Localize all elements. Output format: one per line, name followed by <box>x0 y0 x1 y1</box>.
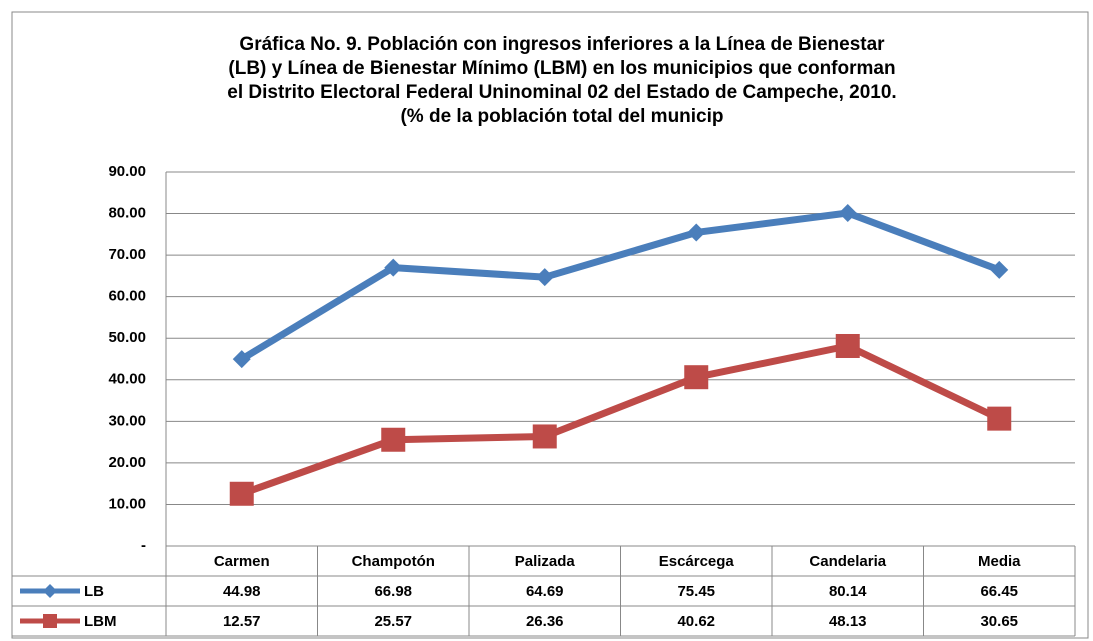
x-tick-label: Palizada <box>515 553 576 570</box>
marker <box>838 203 857 222</box>
chart-title: Gráfica No. 9. Población con ingresos in… <box>239 34 885 55</box>
y-tick-label: 40.00 <box>108 371 146 388</box>
marker <box>532 424 557 449</box>
x-tick-label: Media <box>978 553 1021 570</box>
legend-marker <box>43 614 57 628</box>
marker <box>384 258 403 277</box>
chart-title: (LB) y Línea de Bienestar Mínimo (LBM) e… <box>228 58 895 79</box>
legend-label: LB <box>84 583 104 600</box>
series-line <box>240 342 1001 498</box>
marker <box>229 481 254 506</box>
marker <box>835 333 860 358</box>
table-value: 26.36 <box>526 613 564 630</box>
marker <box>535 268 554 287</box>
y-tick-label: 70.00 <box>108 246 146 263</box>
chart-title: el Distrito Electoral Federal Uninominal… <box>227 82 896 103</box>
table-value: 80.14 <box>829 583 867 600</box>
marker <box>232 350 251 369</box>
y-tick-label: 60.00 <box>108 288 146 305</box>
table-value: 66.45 <box>980 583 1018 600</box>
y-tick-label: 30.00 <box>108 412 146 429</box>
marker <box>684 365 709 390</box>
y-tick-label: 90.00 <box>108 163 146 180</box>
legend-label: LBM <box>84 613 117 630</box>
x-tick-label: Candelaria <box>809 553 886 570</box>
y-tick-label: 80.00 <box>108 205 146 222</box>
chart-border <box>11 11 1089 639</box>
chart-title: (% de la población total del municip <box>400 106 723 127</box>
marker <box>987 406 1012 431</box>
table-value: 40.62 <box>677 613 715 630</box>
marker <box>381 427 406 452</box>
marker <box>687 223 706 242</box>
y-tick-label: 50.00 <box>108 329 146 346</box>
table-value: 30.65 <box>980 613 1018 630</box>
table-value: 48.13 <box>829 613 867 630</box>
legend-marker <box>43 584 57 598</box>
table-value: 75.45 <box>677 583 715 600</box>
y-tick-label: 20.00 <box>108 454 146 471</box>
table-value: 12.57 <box>223 613 261 630</box>
series-line <box>239 209 1001 363</box>
table-value: 64.69 <box>526 583 564 600</box>
x-tick-label: Champotón <box>352 553 435 570</box>
marker <box>990 260 1009 279</box>
table-value: 44.98 <box>223 583 261 600</box>
table-value: 25.57 <box>374 613 412 630</box>
table-value: 66.98 <box>374 583 412 600</box>
y-tick-label: 10.00 <box>108 495 146 512</box>
x-tick-label: Escárcega <box>659 553 735 570</box>
x-tick-label: Carmen <box>214 553 270 570</box>
y-tick-label: - <box>141 537 146 554</box>
